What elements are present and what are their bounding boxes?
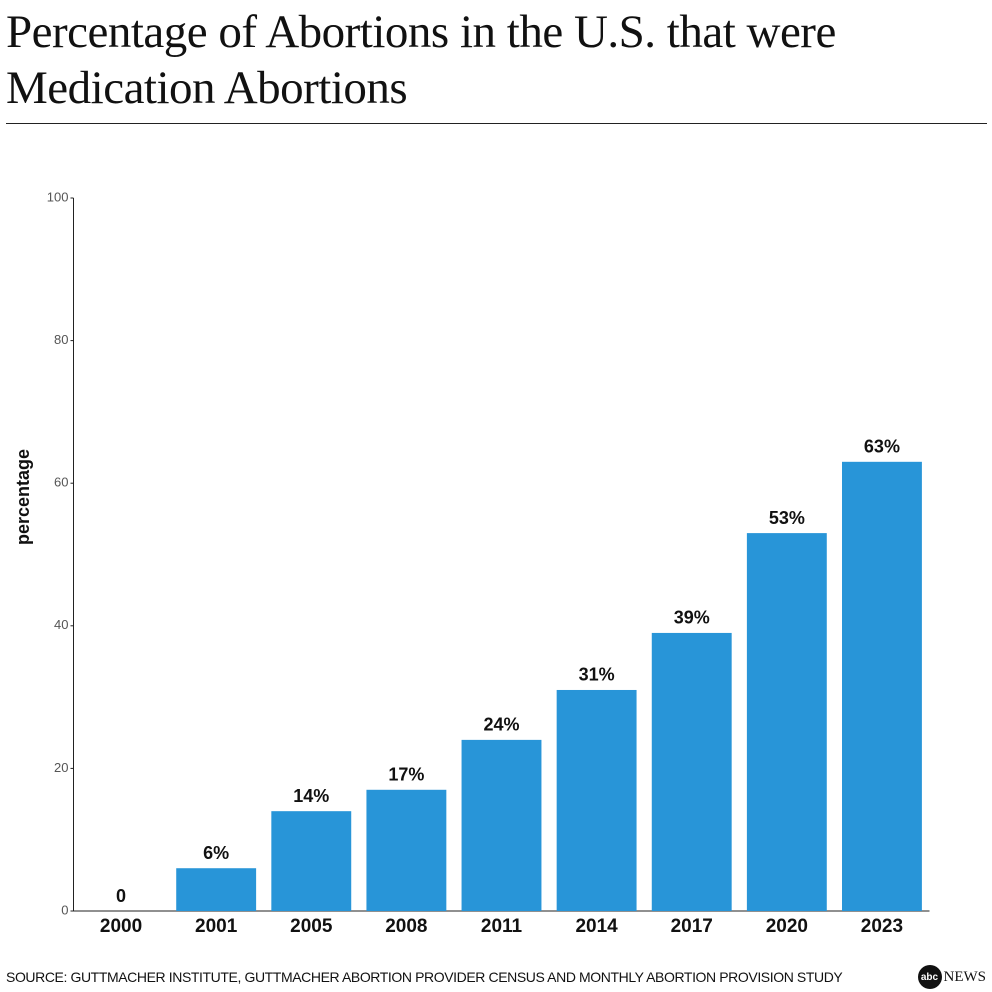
y-tick-label: 100	[47, 189, 69, 204]
bar	[841, 461, 922, 911]
brand-mark: abc	[917, 965, 942, 989]
x-tick-label: 2005	[290, 916, 333, 937]
value-label: 63%	[864, 437, 900, 457]
value-label: 24%	[483, 715, 519, 735]
title-rule	[6, 123, 987, 124]
x-tick-label: 2001	[195, 916, 238, 937]
brand-name: NEWS	[943, 968, 987, 985]
y-tick-label: 40	[54, 617, 68, 632]
x-tick-label: 2020	[766, 916, 808, 937]
y-tick-label: 0	[61, 902, 68, 917]
value-label: 6%	[203, 843, 229, 863]
x-tick-label: 2000	[100, 916, 142, 937]
chart-title: Percentage of Abortions in the U.S. that…	[6, 6, 836, 114]
x-tick-label: 2011	[481, 916, 523, 937]
x-tick-label: 2023	[861, 916, 903, 937]
bar	[556, 689, 637, 911]
value-label: 0	[116, 886, 126, 906]
y-tick-label: 20	[54, 760, 68, 775]
value-label: 31%	[579, 665, 615, 685]
x-tick-label: 2017	[671, 916, 713, 937]
bar	[271, 811, 352, 911]
bar	[461, 739, 542, 911]
bar	[366, 789, 447, 911]
y-axis-label: percentage	[13, 449, 33, 545]
value-label: 14%	[293, 786, 329, 806]
brand: abc NEWS	[917, 965, 987, 989]
source: SOURCE: GUTTMACHER INSTITUTE, GUTTMACHER…	[6, 969, 843, 985]
value-label: 17%	[388, 765, 424, 785]
value-label: 39%	[674, 608, 710, 628]
x-tick-label: 2008	[385, 916, 427, 937]
bar	[746, 533, 827, 911]
y-tick-label: 60	[54, 475, 68, 490]
bar	[176, 868, 257, 911]
y-tick-label: 80	[54, 332, 68, 347]
value-label: 53%	[769, 508, 805, 528]
x-tick-label: 2014	[575, 916, 618, 937]
bar	[651, 632, 732, 911]
